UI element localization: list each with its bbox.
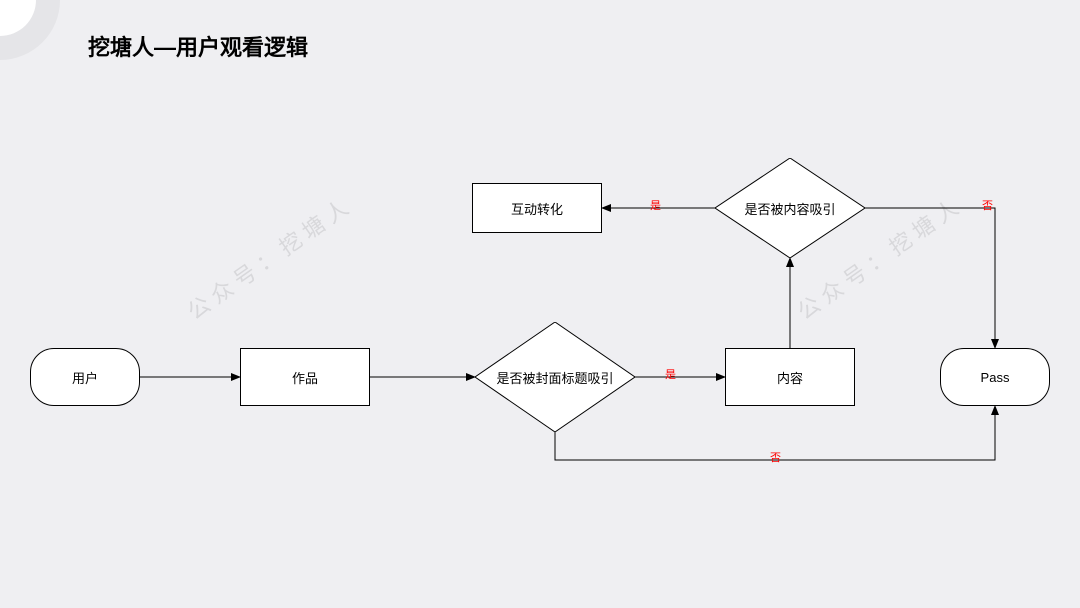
flowchart-terminator-user: 用户 (30, 348, 140, 406)
node-label: 互动转化 (511, 199, 563, 218)
node-label: 内容 (777, 368, 803, 387)
corner-decoration (0, 0, 80, 80)
node-label: 用户 (72, 368, 98, 387)
flowchart-edges (0, 0, 1080, 608)
diagram-canvas: 挖塘人—用户观看逻辑 公众号：挖塘人 公众号：挖塘人 用户 作品 是否被封面标题… (0, 0, 1080, 608)
node-label: 是否被封面标题吸引 (496, 368, 613, 387)
node-label: Pass (981, 370, 1010, 385)
page-title: 挖塘人—用户观看逻辑 (88, 30, 308, 62)
node-label: 是否被内容吸引 (744, 199, 835, 218)
node-label: 作品 (292, 368, 318, 387)
flowchart-decision-cover: 是否被封面标题吸引 (475, 322, 635, 432)
edge-label: 是 (650, 197, 661, 213)
flowchart-process-convert: 互动转化 (472, 183, 602, 233)
watermark: 公众号：挖塘人 (790, 188, 969, 327)
watermark: 公众号：挖塘人 (180, 188, 359, 327)
flowchart-process-content: 内容 (725, 348, 855, 406)
flowchart-decision-content: 是否被内容吸引 (715, 158, 865, 258)
flowchart-process-work: 作品 (240, 348, 370, 406)
edge-label: 否 (982, 197, 993, 213)
edge-label: 否 (770, 449, 781, 465)
edge-label: 是 (665, 366, 676, 382)
flowchart-terminator-pass: Pass (940, 348, 1050, 406)
